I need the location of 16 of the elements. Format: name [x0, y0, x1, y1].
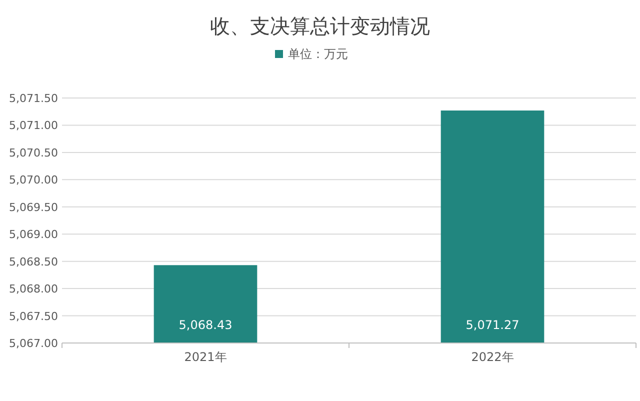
ytick: 5,068.50 [9, 255, 58, 268]
ytick: 5,070.00 [9, 174, 58, 187]
ytick: 5,071.00 [9, 119, 58, 132]
ytick: 5,070.50 [9, 146, 58, 160]
ytick: 5,071.50 [9, 92, 58, 105]
xtick: 2022年 [471, 350, 514, 364]
ytick: 5,067.00 [9, 337, 58, 350]
xtick: 2021年 [184, 350, 227, 364]
ytick: 5,068.00 [9, 282, 58, 296]
data-label: 5,071.27 [466, 318, 520, 332]
ytick: 5,069.00 [9, 228, 58, 242]
ytick: 5,067.50 [9, 310, 58, 323]
ytick: 5,069.50 [9, 200, 58, 214]
data-label: 5,068.43 [178, 318, 232, 332]
legend: 单位：万元 [288, 47, 348, 61]
title: 收、支决算总计变动情况 [210, 14, 430, 38]
